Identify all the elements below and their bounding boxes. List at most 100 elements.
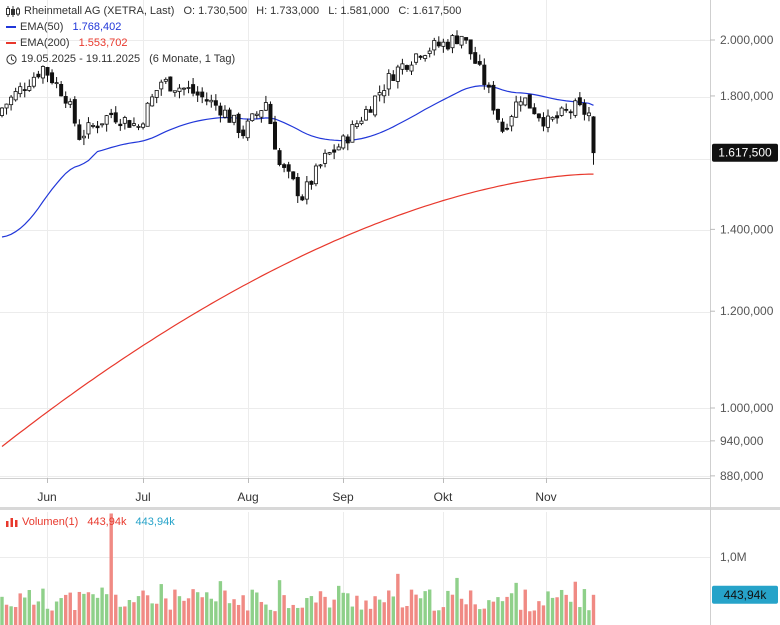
- volume-bar: [136, 596, 141, 625]
- candle-body: [327, 152, 332, 155]
- volume-bar: [155, 603, 159, 625]
- volume-bar: [82, 593, 86, 625]
- volume-bar: [405, 605, 409, 625]
- volume-bar: [27, 590, 31, 625]
- volume-bar: [573, 581, 577, 625]
- volume-bar: [418, 598, 423, 625]
- volume-bar: [478, 609, 482, 625]
- y-tick-label: 1.400,000: [720, 222, 774, 236]
- y-tick-label: 880,000: [720, 469, 764, 483]
- volume-bar: [487, 600, 491, 625]
- volume-bar: [309, 596, 314, 625]
- volume-bar: [100, 587, 104, 625]
- candle-body: [4, 103, 9, 109]
- volume-bars-icon: [6, 518, 18, 528]
- volume-bar: [546, 591, 550, 625]
- volume-bar: [241, 595, 245, 625]
- volume-bar: [373, 596, 377, 625]
- volume-bar: [200, 597, 204, 625]
- volume-bar: [86, 592, 91, 625]
- legend-ema50[interactable]: EMA(50) 1.768,402: [6, 21, 121, 33]
- candle-body: [300, 196, 305, 201]
- y-tick-label: 1.000,000: [720, 401, 774, 415]
- candle-body: [100, 123, 105, 126]
- volume-bar: [73, 610, 77, 625]
- volume-bar: [555, 597, 559, 625]
- volume-bar: [45, 608, 50, 625]
- volume-bar: [59, 598, 63, 625]
- candle-body: [445, 41, 450, 50]
- candle-body: [40, 66, 45, 79]
- volume-bar: [232, 599, 236, 625]
- volume-bar: [459, 598, 464, 625]
- volume-bar: [473, 604, 477, 625]
- candle-body: [486, 84, 491, 88]
- volume-bar: [569, 601, 573, 625]
- ohlc-close: C: 1.617,500: [398, 5, 462, 17]
- ema50-label: EMA(50): [20, 21, 64, 33]
- last-price-label: 1.617,500: [718, 146, 772, 160]
- volume-bar: [355, 595, 359, 625]
- volume-bar: [428, 589, 432, 625]
- candle-body: [241, 129, 246, 137]
- volume-bar: [559, 589, 564, 625]
- candle-body: [95, 125, 100, 129]
- volume-bar: [391, 596, 395, 625]
- volume-bar: [400, 607, 405, 625]
- candle-body: [186, 87, 191, 89]
- ema200-line: [1, 173, 594, 447]
- candle-body: [141, 123, 146, 128]
- volume-label: Volumen(1): [22, 516, 79, 528]
- candle-body: [477, 61, 482, 65]
- volume-bar: [168, 609, 173, 625]
- volume-bar: [273, 611, 277, 625]
- candle-body: [122, 117, 127, 124]
- volume-bar: [209, 598, 213, 625]
- candle-body: [373, 95, 378, 116]
- volume-bar: [255, 592, 259, 625]
- volume-bar: [491, 601, 496, 625]
- ema200-value: 1.553,702: [78, 37, 128, 49]
- candle-body: [468, 39, 473, 55]
- x-axis-band: [0, 478, 710, 508]
- candle-body: [591, 116, 596, 154]
- volume-bar: [36, 601, 41, 625]
- volume-bar: [364, 600, 368, 625]
- volume-bar: [236, 604, 241, 625]
- ohlc-low: L: 1.581,000: [328, 5, 390, 17]
- candle-body: [555, 115, 560, 119]
- candlestick-icon: [6, 5, 20, 17]
- volume-bar: [509, 593, 514, 625]
- candle-body: [404, 65, 409, 70]
- clock-icon: [6, 53, 17, 65]
- candle-body: [454, 35, 459, 45]
- volume-bar: [50, 610, 54, 625]
- candle-body: [13, 91, 18, 101]
- volume-bar: [159, 584, 163, 625]
- candle-body: [332, 149, 337, 153]
- volume-bar: [368, 608, 373, 625]
- candle-body: [150, 96, 155, 107]
- volume-bar: [541, 605, 546, 625]
- candle-body: [309, 180, 314, 185]
- candle-body: [159, 81, 164, 90]
- candle-body: [81, 135, 86, 139]
- legend-ema200[interactable]: EMA(200) 1.553,702: [6, 37, 128, 49]
- candle-body: [36, 73, 41, 78]
- volume-bar: [341, 592, 345, 625]
- candle-body: [291, 171, 296, 180]
- candle-body: [391, 74, 396, 81]
- candle-body: [354, 123, 359, 128]
- volume-bar: [414, 594, 418, 625]
- volume-bar: [250, 589, 254, 625]
- volume-bar: [528, 611, 532, 625]
- volume-bar: [318, 591, 323, 625]
- volume-bar: [286, 608, 291, 625]
- volume-bar: [164, 598, 168, 625]
- candle-body: [131, 123, 136, 126]
- candle-body: [145, 102, 150, 127]
- volume-bar: [523, 589, 527, 625]
- candle-body: [313, 165, 318, 185]
